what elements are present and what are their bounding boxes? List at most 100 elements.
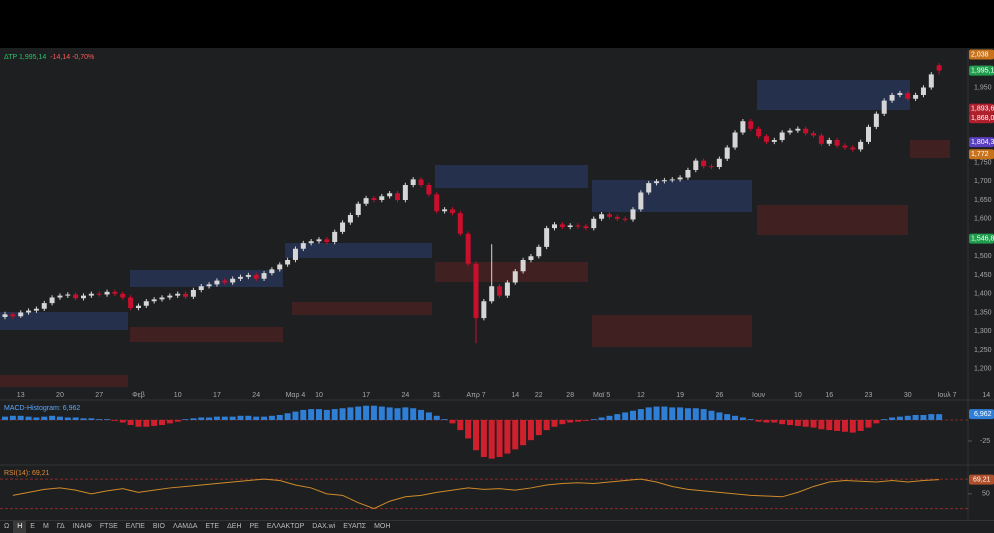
candle-body <box>363 198 369 204</box>
y-tick-label: 50 <box>982 491 990 498</box>
x-tick-label: Μαρ 4 <box>286 392 306 399</box>
toolbar-item[interactable]: Ω <box>4 523 10 530</box>
candle-body <box>269 269 275 274</box>
candle-body <box>913 95 919 99</box>
change: -14,14 -0,70% <box>50 54 95 61</box>
macd-bar <box>49 415 56 420</box>
x-tick-label: 10 <box>315 392 323 399</box>
x-tick-label: 12 <box>637 392 645 399</box>
toolbar-item[interactable]: ΛΑΜΔΑ <box>172 523 198 530</box>
macd-bar <box>716 412 723 420</box>
toolbar-item[interactable]: ΒΙΟ <box>152 523 165 530</box>
candle-body <box>858 141 864 150</box>
price-tag <box>969 233 994 244</box>
macd-bar <box>17 415 24 420</box>
rsi-tag-label: 69,21 <box>973 477 991 484</box>
candle-body <box>520 260 526 272</box>
candle-body <box>238 276 243 279</box>
candle-body <box>654 181 660 184</box>
zone <box>0 312 128 330</box>
candle-body <box>340 222 346 232</box>
macd-bar <box>747 419 754 420</box>
toolbar-item[interactable]: E <box>30 523 35 530</box>
toolbar-item[interactable]: DAX.wi <box>312 523 336 530</box>
candle-body <box>599 214 605 219</box>
macd-bar <box>182 419 189 420</box>
candle-body <box>834 140 840 146</box>
macd-bar <box>606 415 613 420</box>
y-tick-label: 1,400 <box>974 291 992 298</box>
macd-bar <box>684 408 691 420</box>
y-tick-label: -25 <box>980 438 990 445</box>
y-tick-label: 1,500 <box>974 253 992 260</box>
macd-bar <box>677 407 684 420</box>
zone <box>130 270 283 287</box>
candle-body <box>442 209 448 212</box>
toolbar-item[interactable]: INAIΦ <box>72 523 92 530</box>
candle-body <box>332 231 338 242</box>
macd-bar <box>504 420 511 454</box>
candle-body <box>300 243 306 249</box>
macd-bar <box>912 414 919 420</box>
y-tick-label: 1,700 <box>974 178 992 185</box>
candle-body <box>135 305 141 308</box>
macd-bar <box>80 418 87 420</box>
candle-body <box>748 121 754 129</box>
toolbar-item[interactable]: ΜΟΗ <box>374 523 391 530</box>
toolbar-item[interactable]: FTSE <box>99 523 118 530</box>
candle-body <box>347 215 353 223</box>
toolbar-item[interactable]: ΕΛΛΑΚΤΩΡ <box>266 523 305 530</box>
macd-bar <box>575 420 582 422</box>
candle-body <box>371 198 377 200</box>
candle-body <box>630 209 636 220</box>
macd-bar <box>253 416 260 420</box>
candle-body <box>183 293 189 297</box>
zone <box>0 375 128 387</box>
macd-bar <box>465 420 472 439</box>
toolbar-item[interactable]: ΕΥΑΠΣ <box>343 523 367 530</box>
zone <box>435 165 588 188</box>
macd-bar <box>771 420 778 423</box>
macd-bar <box>104 419 111 420</box>
toolbar-item[interactable]: H <box>13 521 27 533</box>
candle-body <box>811 133 817 136</box>
candle-body <box>57 295 63 298</box>
y-tick-label: 1,600 <box>974 216 992 223</box>
candle-body <box>49 297 55 304</box>
zone <box>292 302 432 315</box>
candle-body <box>669 179 675 181</box>
candle-body <box>2 314 8 317</box>
macd-bar <box>826 420 833 431</box>
candle-body <box>159 297 165 300</box>
candle-body <box>41 303 47 309</box>
candle-body <box>638 192 644 210</box>
toolbar-item[interactable]: M <box>42 523 49 530</box>
y-tick-label: 1,450 <box>974 272 992 279</box>
candle-body <box>842 145 848 148</box>
toolbar-item[interactable]: ΔΕΗ <box>227 523 242 530</box>
toolbar-item[interactable]: ΓΔ <box>56 523 65 530</box>
toolbar-item[interactable]: ΡΕ <box>249 523 259 530</box>
macd-bar <box>488 420 495 459</box>
candle-body <box>614 216 620 219</box>
macd-bar <box>732 415 739 420</box>
macd-bar <box>159 420 165 426</box>
macd-bar <box>449 420 456 424</box>
candle-body <box>724 147 730 159</box>
candle-body <box>175 293 181 296</box>
candle-body <box>740 121 746 133</box>
macd-bar <box>622 412 629 420</box>
toolbar-item[interactable]: ΕΤΕ <box>205 523 220 530</box>
candle-body <box>324 239 330 242</box>
candle-body <box>920 87 926 95</box>
candle-body <box>756 128 762 137</box>
candle-body <box>261 273 267 279</box>
candle-body <box>81 295 86 299</box>
macd-bar <box>904 415 911 420</box>
candle-body <box>779 132 785 140</box>
x-tick-label: 31 <box>433 392 441 399</box>
macd-bar <box>25 416 32 420</box>
candle-body <box>167 295 173 298</box>
toolbar-item[interactable]: ΕΛΠΕ <box>125 523 145 530</box>
candle-body <box>905 93 911 99</box>
